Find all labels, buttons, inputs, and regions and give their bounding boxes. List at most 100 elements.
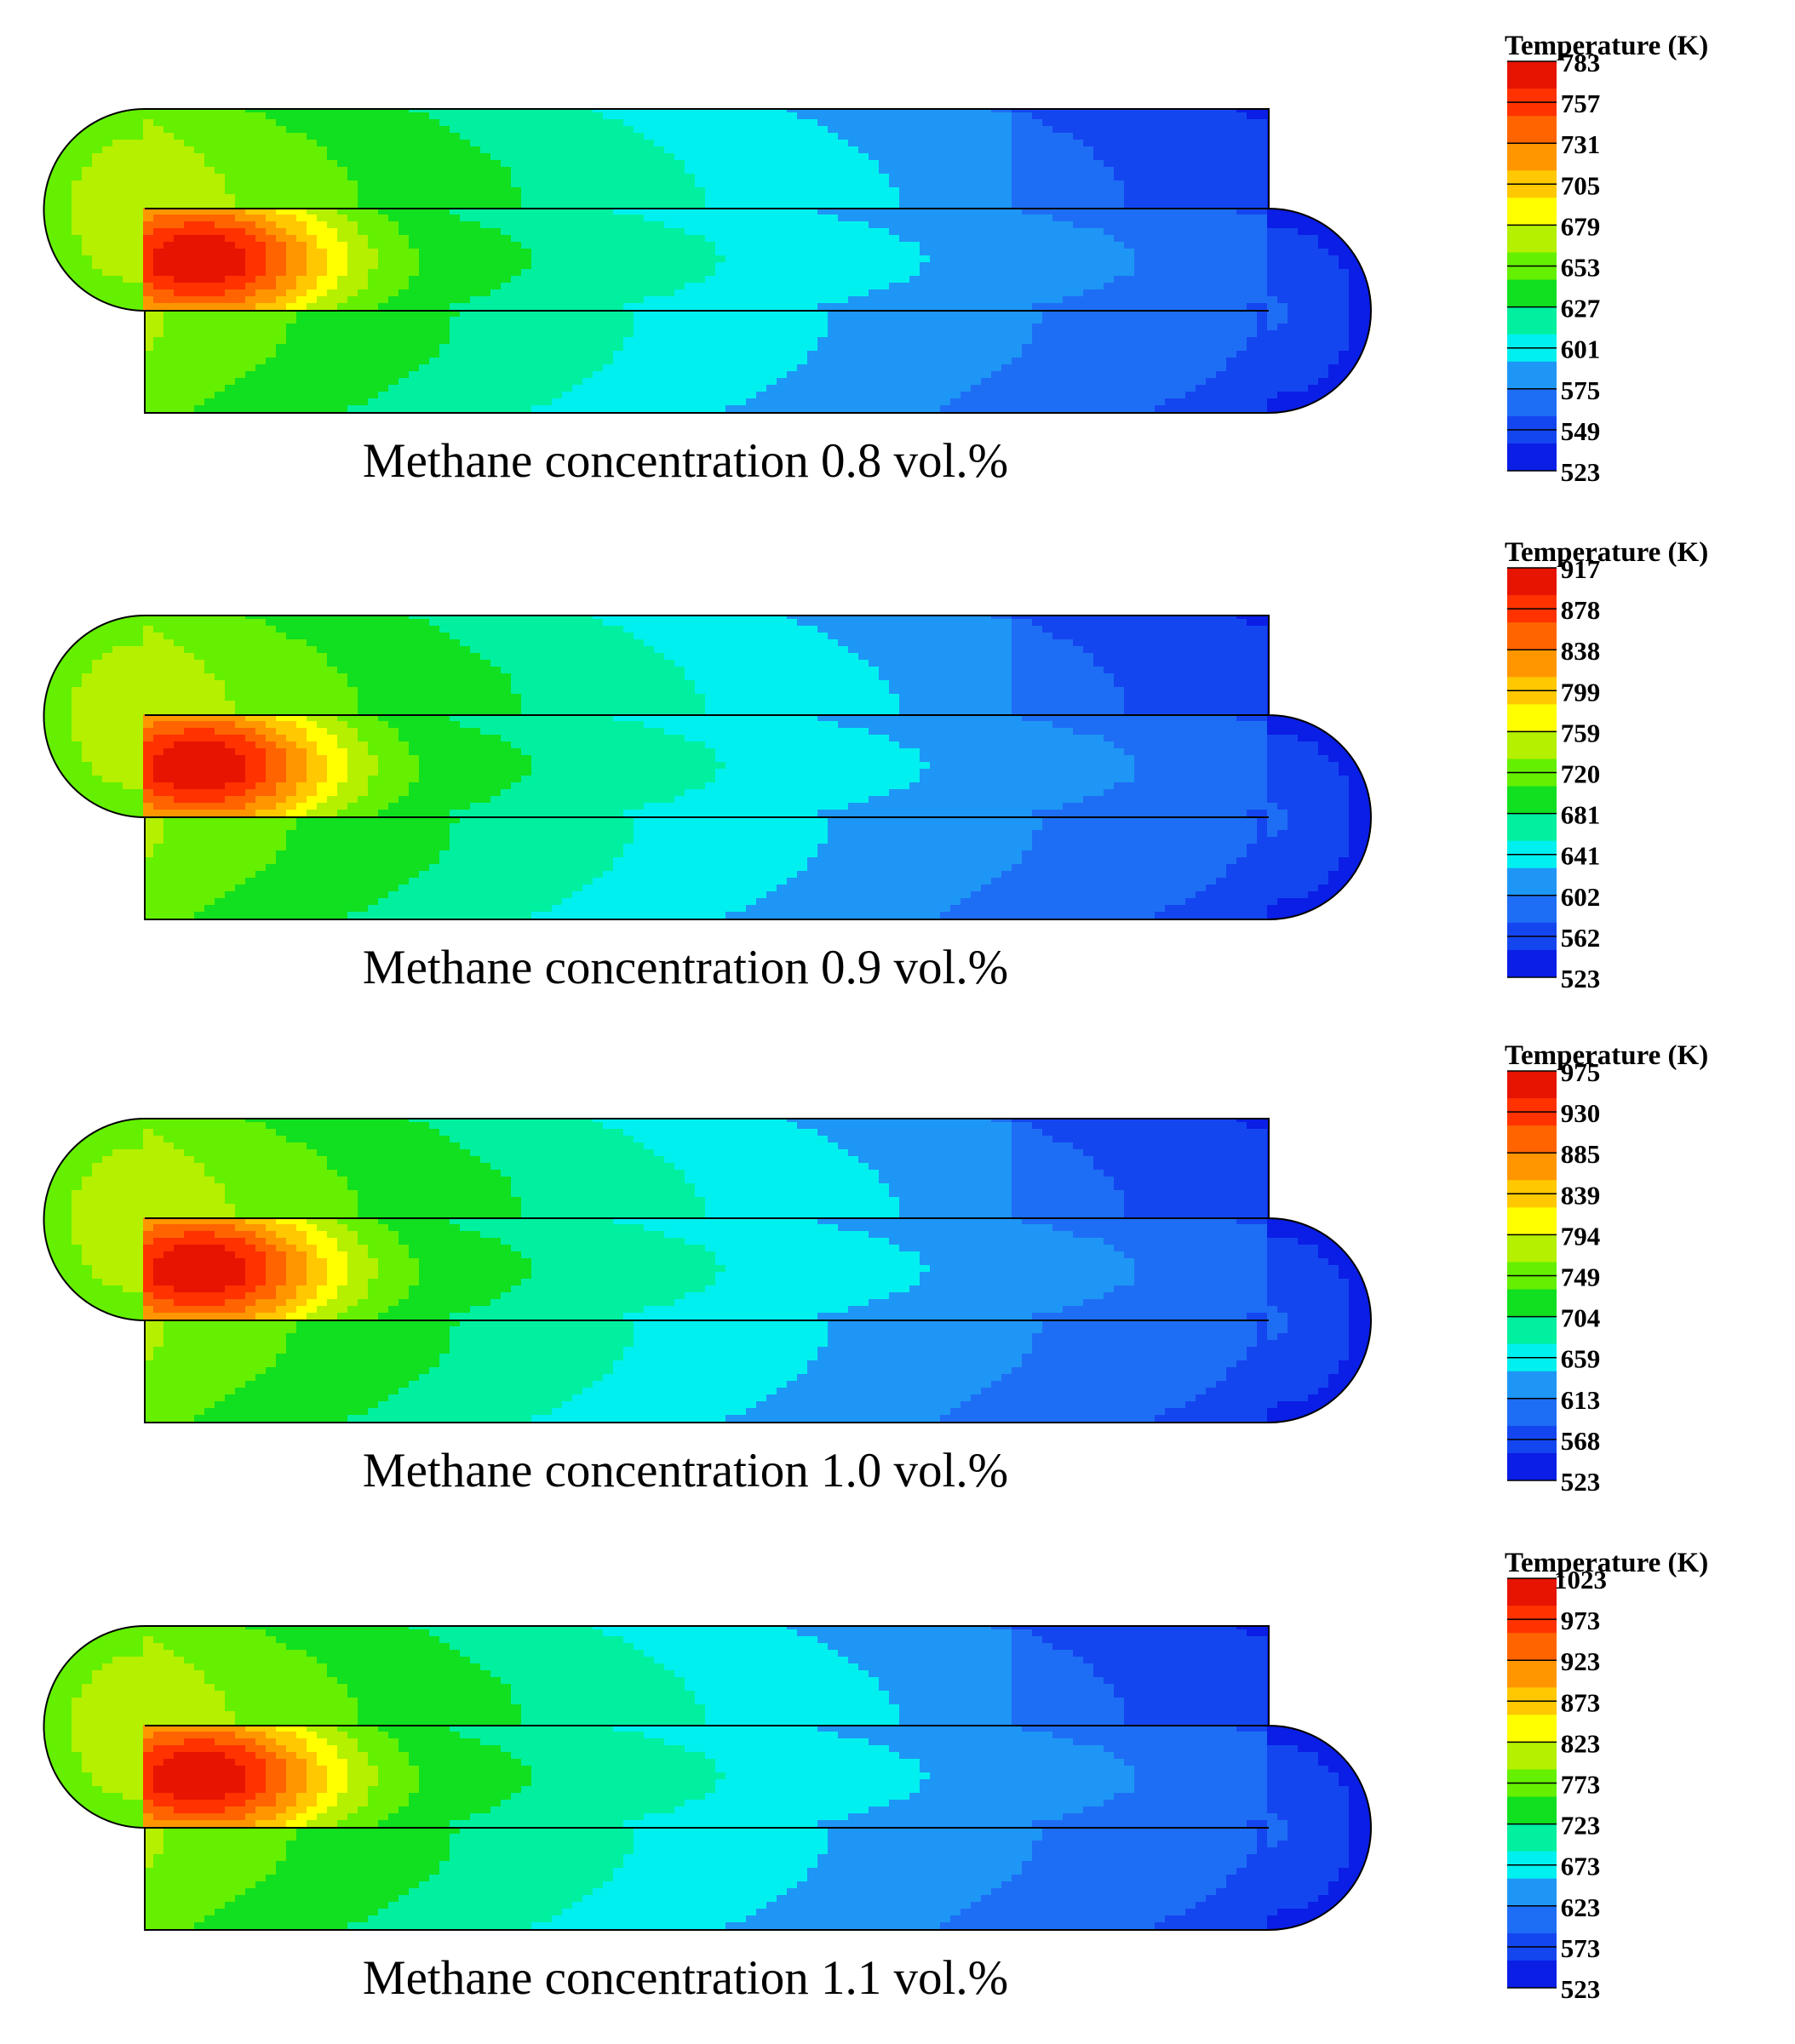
- colorbar-tick-label: 627: [1561, 294, 1601, 323]
- colorbar-band: [1507, 786, 1557, 815]
- panel-caption: Methane concentration 0.9 vol.%: [363, 941, 1008, 994]
- colorbar-band: [1507, 1905, 1557, 1934]
- colorbar-tick-label: 794: [1561, 1221, 1601, 1251]
- colorbar-band: [1507, 867, 1557, 896]
- colorbar-tick-label: 923: [1561, 1646, 1601, 1676]
- contour-panel-2: Methane concentration 0.9 vol.% 917 878 838…: [43, 537, 1708, 994]
- colorbar-band: [1507, 1289, 1557, 1318]
- colorbar-tick-label: 575: [1561, 375, 1601, 405]
- colorbar-band: [1507, 1207, 1557, 1235]
- colorbar-band: [1507, 1371, 1557, 1400]
- colorbar-tick-label: 568: [1561, 1426, 1601, 1456]
- domain-outline: [43, 615, 1372, 920]
- colorbar-title: Temperature (K): [1505, 1548, 1708, 1578]
- colorbar-tick-label: 917: [1561, 554, 1601, 584]
- colorbar-tick-label: 873: [1561, 1687, 1601, 1717]
- colorbar-tick-label: 1023: [1554, 1565, 1607, 1595]
- panel-caption: Methane concentration 1.1 vol.%: [363, 1951, 1008, 2005]
- colorbar-tick-label: 773: [1561, 1770, 1601, 1800]
- colorbar: 917 878 838 799 759 720 681 641 602 562 523 Tempera…: [1505, 537, 1708, 993]
- colorbar-band: [1507, 443, 1557, 472]
- colorbar-tick-label: 601: [1561, 335, 1601, 364]
- colorbar-tick-label: 975: [1561, 1057, 1601, 1087]
- colorbar-band: [1507, 1660, 1557, 1688]
- colorbar-band: [1507, 895, 1557, 924]
- colorbar-tick-label: 759: [1561, 718, 1601, 747]
- temperature-field: [43, 109, 1371, 413]
- colorbar-tick-label: 799: [1561, 677, 1601, 707]
- colorbar-band: [1507, 1796, 1557, 1825]
- colorbar-tick-label: 878: [1561, 595, 1601, 625]
- colorbar-tick-label: 613: [1561, 1385, 1601, 1415]
- colorbar-band: [1507, 1316, 1557, 1345]
- colorbar-tick-label: 973: [1561, 1606, 1601, 1635]
- colorbar-tick-label: 523: [1561, 1467, 1601, 1497]
- colorbar-tick-label: 602: [1561, 882, 1601, 912]
- colorbar-band: [1507, 361, 1557, 390]
- colorbar-tick-label: 731: [1561, 129, 1601, 159]
- colorbar-band: [1507, 1153, 1557, 1181]
- colorbar-band: [1507, 650, 1557, 678]
- colorbar-tick-label: 523: [1561, 457, 1601, 487]
- colorbar-tick-label: 839: [1561, 1180, 1601, 1210]
- colorbar-tick-label: 679: [1561, 211, 1601, 241]
- panel-caption: Methane concentration 0.8 vol.%: [363, 434, 1008, 488]
- temperature-field: [43, 615, 1371, 919]
- colorbar-tick-label: 723: [1561, 1811, 1601, 1841]
- colorbar: 1023 973 923 873 823 773 723 673 623 573 523 Temper…: [1505, 1548, 1708, 2004]
- colorbar-band: [1507, 813, 1557, 842]
- temperature-field: [43, 1626, 1371, 1930]
- colorbar-tick-label: 562: [1561, 923, 1601, 953]
- contour-panel-4: Methane concentration 1.1 vol.% 1023 973 92…: [43, 1548, 1708, 2005]
- colorbar-band: [1507, 388, 1557, 417]
- colorbar-band: [1507, 61, 1557, 89]
- colorbar-band: [1507, 1878, 1557, 1907]
- colorbar-tick-label: 783: [1561, 48, 1601, 77]
- colorbar-band: [1507, 1125, 1557, 1154]
- colorbar-band: [1507, 1742, 1557, 1770]
- colorbar-band: [1507, 143, 1557, 171]
- colorbar-tick-label: 757: [1561, 89, 1601, 118]
- panel-caption: Methane concentration 1.0 vol.%: [363, 1444, 1008, 1497]
- colorbar: 783 757 731 705 679 653 627 601 575 549 523 Tempera…: [1505, 31, 1708, 487]
- domain-outline: [43, 1118, 1372, 1423]
- colorbar-band: [1507, 622, 1557, 650]
- domain-outline: [43, 108, 1372, 414]
- colorbar-tick-label: 704: [1561, 1303, 1601, 1333]
- colorbar-band: [1507, 306, 1557, 335]
- colorbar-tick-label: 885: [1561, 1139, 1601, 1169]
- colorbar-band: [1507, 1234, 1557, 1262]
- colorbar-tick-label: 673: [1561, 1852, 1601, 1881]
- colorbar-tick-label: 720: [1561, 759, 1601, 789]
- colorbar-tick-label: 523: [1561, 1974, 1601, 2004]
- colorbar-tick-label: 523: [1561, 964, 1601, 993]
- colorbar-tick-label: 705: [1561, 170, 1601, 200]
- colorbar-band: [1507, 704, 1557, 732]
- colorbar-tick-label: 623: [1561, 1892, 1601, 1922]
- colorbar-band: [1507, 568, 1557, 596]
- contour-panel-1: Methane concentration 0.8 vol.% 783 757 731…: [43, 31, 1708, 488]
- colorbar-band: [1507, 731, 1557, 759]
- contour-panel-3: Methane concentration 1.0 vol.% 975 930 885…: [43, 1040, 1708, 1497]
- colorbar-tick-label: 823: [1561, 1728, 1601, 1758]
- colorbar-tick-label: 549: [1561, 416, 1601, 446]
- colorbar-title: Temperature (K): [1505, 31, 1708, 61]
- colorbar: 975 930 885 839 794 749 704 659 613 568 523 Tempera…: [1505, 1040, 1708, 1497]
- colorbar-tick-label: 653: [1561, 253, 1601, 283]
- colorbar-tick-label: 641: [1561, 841, 1601, 871]
- colorbar-tick-label: 573: [1561, 1933, 1601, 1963]
- colorbar-tick-label: 659: [1561, 1344, 1601, 1374]
- colorbar-band: [1507, 1071, 1557, 1099]
- colorbar-tick-label: 838: [1561, 636, 1601, 666]
- colorbar-band: [1507, 1398, 1557, 1427]
- colorbar-title: Temperature (K): [1505, 1040, 1708, 1071]
- colorbar-band: [1507, 1452, 1557, 1481]
- colorbar-tick-label: 749: [1561, 1262, 1601, 1292]
- colorbar-tick-label: 681: [1561, 800, 1601, 830]
- colorbar-tick-label: 930: [1561, 1098, 1601, 1128]
- temperature-field: [43, 1119, 1371, 1423]
- colorbar-title: Temperature (K): [1505, 537, 1708, 568]
- domain-outline: [43, 1625, 1372, 1931]
- colorbar-band: [1507, 949, 1557, 978]
- colorbar-band: [1507, 1578, 1557, 1606]
